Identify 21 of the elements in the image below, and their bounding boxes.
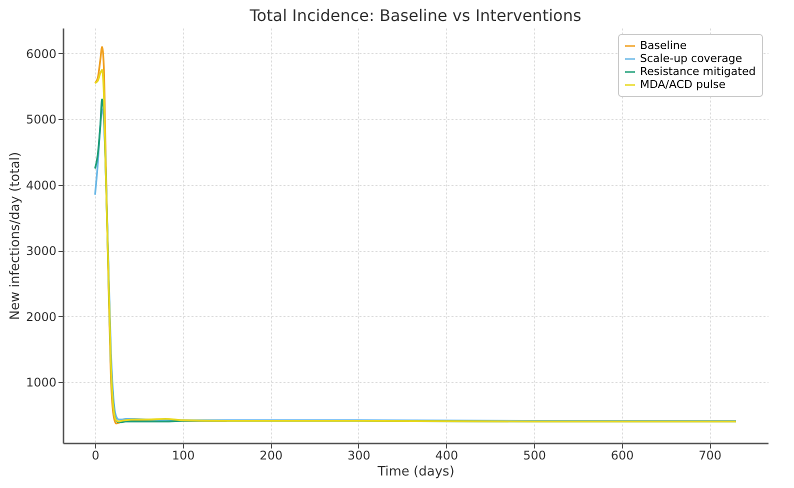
x-tick-label: 700	[698, 448, 722, 462]
x-tick-label: 500	[523, 448, 546, 462]
legend-label: Resistance mitigated	[640, 65, 756, 78]
y-tick-label: 6000	[26, 46, 56, 61]
y-tick-label: 2000	[26, 310, 56, 324]
x-tick-label: 0	[92, 448, 100, 462]
x-axis-title: Time (days)	[376, 464, 454, 480]
legend-label: Baseline	[640, 39, 687, 52]
x-tick-label: 100	[172, 448, 195, 462]
y-tick-label: 1000	[26, 376, 56, 390]
y-tick-label: 3000	[26, 244, 56, 258]
legend-label: MDA/ACD pulse	[640, 78, 726, 91]
y-tick-label: 5000	[26, 112, 56, 127]
y-tick-label: 4000	[26, 178, 56, 192]
x-tick-label: 200	[260, 448, 283, 462]
x-tick-label: 600	[610, 448, 634, 462]
x-tick-label: 400	[435, 448, 458, 462]
legend-label: Scale-up coverage	[640, 52, 742, 65]
y-axis-title: New infections/day (total)	[8, 152, 23, 320]
chart-title: Total Incidence: Baseline vs Interventions	[248, 6, 582, 25]
x-tick-label: 300	[347, 448, 370, 462]
